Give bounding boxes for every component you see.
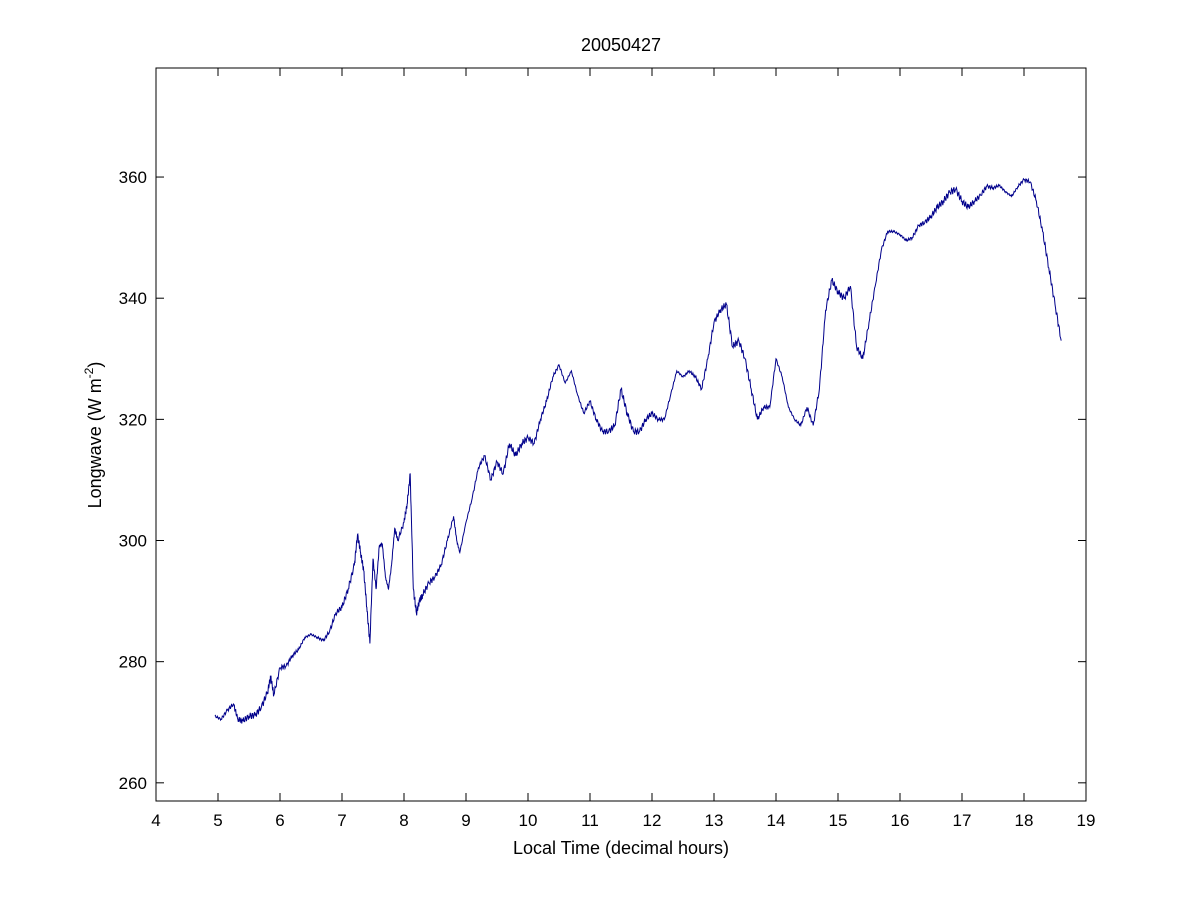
x-tick-label: 19: [1077, 811, 1096, 830]
chart-title: 20050427: [581, 35, 661, 55]
y-axis-label-superscript: -2: [82, 367, 96, 378]
x-axis-ticks: 4 5 6 7 8 9 10 11 12 13 14 15 16 17 18 19: [151, 68, 1095, 830]
y-tick-label: 260: [119, 774, 147, 793]
y-axis-label-main: Longwave (W m: [85, 378, 105, 508]
x-tick-label: 12: [643, 811, 662, 830]
x-tick-label: 7: [337, 811, 346, 830]
y-axis-label-close: ): [85, 362, 105, 368]
y-tick-label: 300: [119, 532, 147, 551]
longwave-series-line: [214, 177, 1062, 724]
x-tick-label: 8: [399, 811, 408, 830]
y-tick-label: 360: [119, 168, 147, 187]
x-tick-label: 11: [581, 811, 599, 830]
x-tick-label: 9: [461, 811, 470, 830]
x-tick-label: 15: [829, 811, 848, 830]
x-tick-label: 18: [1015, 811, 1034, 830]
y-axis-ticks: 260 280 300 320 340 360: [119, 168, 1086, 793]
x-axis-label: Local Time (decimal hours): [513, 838, 729, 858]
x-tick-label: 6: [275, 811, 284, 830]
x-tick-label: 5: [213, 811, 222, 830]
x-tick-label: 16: [891, 811, 910, 830]
x-tick-label: 13: [705, 811, 724, 830]
x-tick-label: 17: [953, 811, 972, 830]
x-tick-label: 4: [151, 811, 160, 830]
y-axis-label: Longwave (W m-2): [82, 362, 105, 509]
y-tick-label: 320: [119, 410, 147, 429]
y-tick-label: 280: [119, 653, 147, 672]
plot-area: [155, 67, 1087, 802]
y-tick-label: 340: [119, 289, 147, 308]
x-tick-label: 10: [519, 811, 538, 830]
x-tick-label: 14: [767, 811, 786, 830]
